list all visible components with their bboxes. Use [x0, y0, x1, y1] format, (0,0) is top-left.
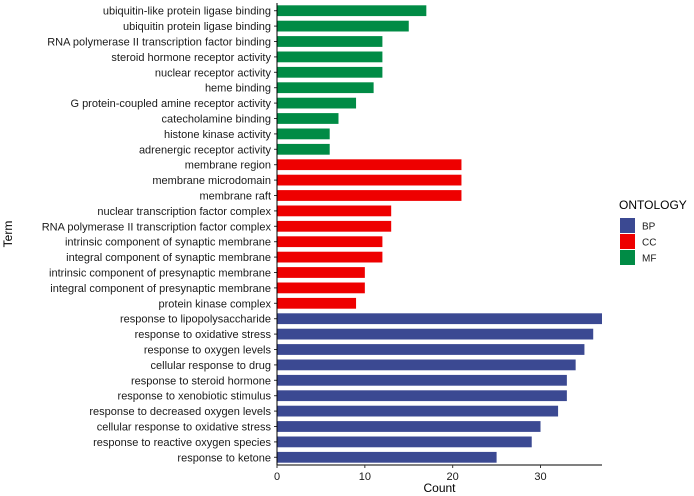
- y-tick-label: catecholamine binding: [162, 114, 271, 126]
- legend: ONTOLOGY BP CC MF: [619, 198, 687, 265]
- legend-swatch: [620, 234, 635, 249]
- bar: [277, 282, 365, 294]
- bar: [277, 359, 576, 371]
- x-axis-title: Count: [423, 481, 456, 495]
- bar: [277, 36, 383, 47]
- x-ticks: 0 10 20 30: [274, 465, 547, 483]
- bar: [277, 20, 409, 32]
- x-tick-label: 20: [447, 471, 459, 483]
- bar: [277, 390, 567, 402]
- bar: [277, 313, 602, 325]
- bar: [277, 174, 462, 186]
- y-tick-label: response to oxidative stress: [135, 329, 272, 341]
- y-tick-label: ubiquitin protein ligase binding: [123, 21, 271, 33]
- y-tick-label: response to reactive oxygen species: [93, 437, 271, 449]
- y-axis-title: Term: [1, 221, 15, 248]
- y-tick-label: nuclear transcription factor complex: [97, 206, 271, 218]
- y-tick-label: cellular response to oxidative stress: [97, 422, 272, 434]
- y-tick-label: RNA polymerase II transcription factor b…: [47, 37, 271, 49]
- legend-swatch: [620, 250, 635, 265]
- y-tick-label: protein kinase complex: [158, 298, 271, 310]
- y-tick-label: response to ketone: [177, 452, 271, 464]
- x-tick-label: 0: [274, 471, 280, 483]
- bar: [277, 451, 497, 463]
- y-tick-label: cellular response to drug: [151, 360, 271, 372]
- y-tick-label: nuclear receptor activity: [155, 67, 272, 79]
- y-tick-label: response to xenobiotic stimulus: [118, 391, 272, 403]
- bar: [277, 97, 357, 109]
- y-tick-label: membrane raft: [199, 191, 271, 203]
- bar: [277, 405, 559, 417]
- y-tick-label: response to steroid hormone: [131, 375, 271, 387]
- y-tick-label: steroid hormone receptor activity: [111, 52, 271, 64]
- bar: [277, 436, 532, 448]
- y-tick-label: response to lipopolysaccharide: [120, 314, 271, 326]
- bar: [277, 190, 462, 201]
- bar: [277, 267, 365, 278]
- bar: [277, 159, 462, 171]
- y-tick-label: G protein-coupled amine receptor activit…: [70, 98, 271, 110]
- bar: [277, 205, 392, 217]
- bar: [277, 297, 357, 309]
- bar: [277, 421, 541, 432]
- x-tick-label: 30: [534, 471, 546, 483]
- y-tick-label: histone kinase activity: [164, 129, 271, 141]
- legend-label: BP: [642, 222, 656, 233]
- bars-group: [277, 5, 602, 463]
- y-tick-label: integral component of presynaptic membra…: [50, 283, 271, 295]
- y-tick-label: response to oxygen levels: [144, 345, 272, 357]
- legend-title: ONTOLOGY: [619, 198, 687, 212]
- bar: [277, 251, 383, 263]
- bar: [277, 66, 383, 78]
- y-tick-label: membrane region: [185, 160, 271, 172]
- bar: [277, 82, 374, 94]
- y-tick-labels: ubiquitin-like protein ligase binding ubi…: [42, 6, 272, 465]
- bar: [277, 374, 567, 386]
- bar: [277, 143, 330, 155]
- y-tick-label: adrenergic receptor activity: [139, 144, 272, 156]
- y-tick-label: RNA polymerase II transcription factor c…: [42, 221, 272, 233]
- x-tick-label: 10: [359, 471, 371, 483]
- y-tick-label: intrinsic component of presynaptic membr…: [49, 268, 271, 280]
- bar: [277, 113, 339, 124]
- y-tick-label: response to decreased oxygen levels: [89, 406, 271, 418]
- bar: [277, 51, 383, 63]
- y-tick-label: ubiquitin-like protein ligase binding: [103, 6, 271, 18]
- legend-label: MF: [642, 254, 656, 265]
- bar: [277, 220, 392, 232]
- legend-label: CC: [642, 238, 656, 249]
- y-tick-label: membrane microdomain: [152, 175, 271, 187]
- bar: [277, 128, 330, 140]
- y-tick-label: integral component of synaptic membrane: [66, 252, 271, 264]
- bar: [277, 328, 594, 340]
- y-tick-label: intrinsic component of synaptic membrane: [65, 237, 271, 249]
- bar: [277, 236, 383, 248]
- legend-swatch: [620, 218, 635, 233]
- bar: [277, 5, 427, 17]
- bar: [277, 344, 585, 355]
- y-tick-label: heme binding: [205, 83, 271, 95]
